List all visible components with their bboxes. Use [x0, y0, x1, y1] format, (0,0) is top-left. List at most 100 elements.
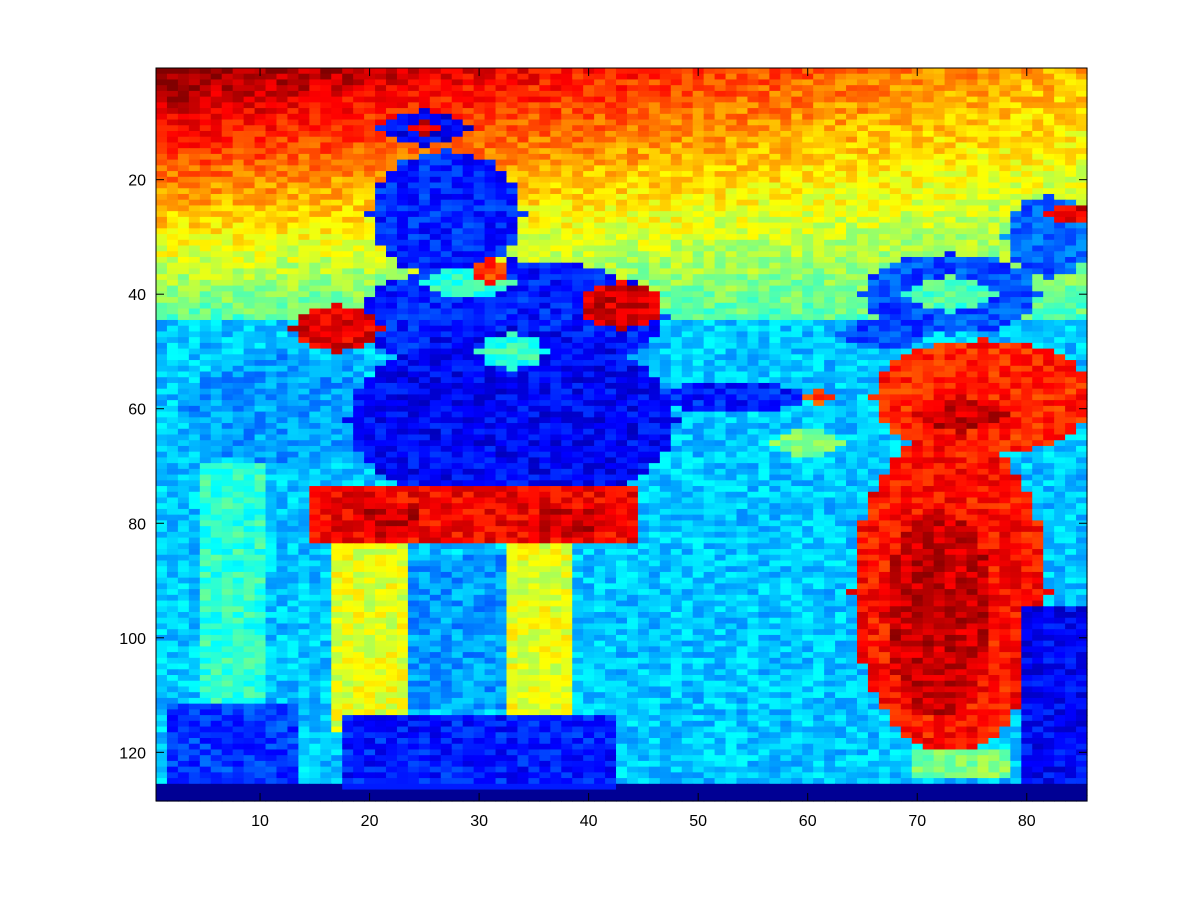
heatmap-cell — [276, 245, 289, 252]
heatmap-cell — [386, 256, 398, 264]
heatmap-cell — [824, 394, 836, 401]
heatmap-cell — [824, 113, 836, 121]
heatmap-cell — [900, 85, 913, 92]
heatmap-cell — [824, 176, 836, 184]
heatmap-cell — [265, 274, 278, 281]
heatmap-cell — [364, 171, 376, 178]
heatmap-cell — [769, 193, 781, 201]
heatmap-cell — [331, 222, 343, 229]
heatmap-cell — [1054, 113, 1066, 121]
heatmap-cell — [846, 211, 858, 218]
heatmap-cell — [440, 193, 453, 201]
heatmap-cell — [802, 239, 814, 247]
heatmap-cell — [1065, 377, 1077, 384]
heatmap-cell — [199, 188, 212, 195]
heatmap-cell — [462, 148, 475, 155]
heatmap-cell — [791, 68, 803, 75]
heatmap-cell — [451, 251, 464, 258]
heatmap-cell — [1076, 239, 1088, 247]
heatmap-cell — [1065, 262, 1077, 270]
heatmap-cell — [594, 73, 606, 81]
heatmap-cell — [1043, 79, 1055, 86]
heatmap-cell — [451, 113, 464, 121]
heatmap-cell — [1054, 388, 1066, 396]
heatmap-cell — [648, 394, 661, 401]
heatmap-cell — [254, 73, 267, 81]
heatmap-cell — [418, 113, 431, 121]
heatmap-cell — [440, 371, 453, 378]
heatmap-cell — [451, 279, 464, 287]
heatmap-cell — [889, 102, 902, 109]
heatmap-cell — [572, 90, 584, 98]
heatmap-cell — [232, 302, 245, 310]
heatmap-cell — [331, 302, 343, 310]
heatmap-cell — [977, 153, 990, 161]
heatmap-cell — [331, 171, 343, 178]
heatmap-cell — [966, 268, 979, 275]
heatmap-cell — [528, 234, 540, 241]
heatmap-cell — [846, 222, 858, 229]
heatmap-cell — [156, 371, 168, 378]
heatmap-cell — [1076, 79, 1088, 86]
heatmap-cell — [813, 73, 825, 81]
heatmap-cell — [583, 377, 595, 384]
heatmap-cell — [166, 394, 179, 401]
heatmap-cell — [867, 302, 880, 310]
heatmap-cell — [944, 228, 957, 235]
heatmap-cell — [791, 245, 803, 252]
heatmap-cell — [966, 211, 979, 218]
heatmap-cell — [451, 400, 464, 407]
heatmap-cell — [221, 211, 234, 218]
heatmap-cell — [528, 262, 540, 270]
heatmap-cell — [199, 262, 212, 270]
heatmap-cell — [166, 73, 179, 81]
heatmap-cell — [364, 90, 376, 98]
heatmap-cell — [353, 228, 365, 235]
heatmap-cell — [791, 348, 803, 355]
heatmap-cell — [221, 319, 234, 327]
heatmap-cell — [550, 153, 562, 161]
heatmap-cell — [276, 360, 289, 367]
heatmap-cell — [375, 394, 387, 401]
heatmap-cell — [199, 136, 212, 144]
heatmap-cell — [922, 297, 935, 304]
heatmap-cell — [955, 228, 968, 235]
heatmap-cell — [878, 239, 891, 247]
heatmap-cell — [637, 136, 650, 144]
heatmap-cell — [911, 388, 924, 396]
heatmap-cell — [188, 308, 201, 315]
heatmap-cell — [528, 314, 540, 321]
heatmap-cell — [769, 182, 781, 189]
heatmap-cell — [276, 400, 289, 407]
heatmap-cell — [977, 279, 990, 287]
heatmap-cell — [835, 182, 847, 189]
heatmap-cell — [276, 222, 289, 229]
heatmap-cell — [692, 142, 705, 149]
heatmap-cell — [495, 342, 508, 350]
heatmap-cell — [714, 211, 727, 218]
heatmap-cell — [714, 199, 727, 207]
heatmap-cell — [550, 142, 562, 149]
heatmap-cell — [1054, 251, 1066, 258]
heatmap-cell — [364, 239, 376, 247]
heatmap-cell — [166, 165, 179, 172]
heatmap-cell — [626, 239, 639, 247]
heatmap-cell — [933, 394, 946, 401]
heatmap-cell — [747, 159, 760, 166]
heatmap-cell — [1065, 371, 1077, 378]
heatmap-cell — [648, 245, 661, 252]
heatmap-cell — [1032, 222, 1044, 229]
heatmap-cell — [232, 165, 245, 172]
heatmap-cell — [681, 228, 694, 235]
heatmap-cell — [626, 377, 639, 384]
heatmap-cell — [1010, 285, 1022, 292]
heatmap-cell — [637, 85, 650, 92]
heatmap-cell — [166, 119, 179, 126]
heatmap-cell — [287, 108, 299, 115]
heatmap-cell — [243, 308, 256, 315]
heatmap-cell — [867, 125, 880, 132]
heatmap-cell — [177, 79, 190, 86]
heatmap-cell — [156, 228, 168, 235]
heatmap-cell — [550, 388, 562, 396]
heatmap-cell — [484, 365, 497, 373]
